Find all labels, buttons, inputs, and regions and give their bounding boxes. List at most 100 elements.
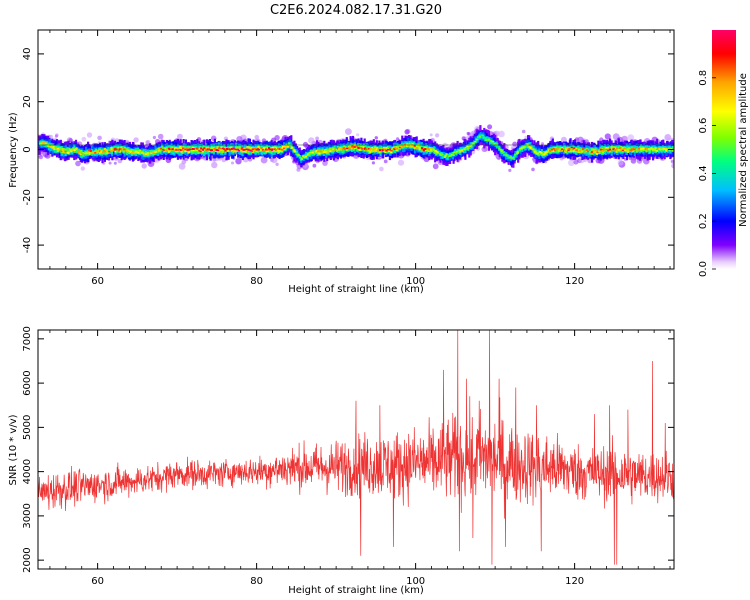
spectral-cell (536, 152, 539, 155)
spectral-cell (236, 148, 239, 151)
spectral-cell (484, 136, 487, 142)
spectral-cell (434, 133, 439, 138)
spectral-cell (105, 149, 108, 151)
spectral-cell (75, 148, 78, 151)
spectral-cell (297, 154, 300, 156)
spectral-cell (514, 154, 517, 156)
spectral-cell (498, 130, 505, 138)
spectral-cell (484, 137, 487, 139)
spectral-cell (88, 151, 91, 153)
spectral-cell (81, 153, 85, 157)
spectral-cell (40, 142, 43, 145)
spectral-cell (459, 151, 462, 153)
spectral-cell (481, 134, 484, 137)
spectral-cell (516, 152, 519, 155)
spectral-cell (541, 142, 544, 146)
spectral-cell (203, 147, 206, 150)
spectral-cell (429, 133, 433, 137)
spectral-cell (71, 148, 74, 151)
spectral-cell (379, 149, 382, 152)
spectral-cell (512, 157, 515, 159)
spectral-cell (468, 144, 471, 149)
spectral-cell (412, 146, 415, 148)
spectral-cell (433, 150, 436, 154)
spectral-cell (188, 148, 191, 151)
spectral-cell (157, 133, 164, 140)
spectral-cell (146, 152, 149, 155)
spectral-cell (115, 148, 118, 151)
spectral-cell (636, 148, 639, 153)
spectral-cell (612, 145, 615, 151)
spectral-cell (257, 149, 260, 151)
spectral-cell (308, 154, 311, 156)
spectral-cell (560, 136, 567, 143)
spectral-cell (165, 149, 168, 151)
spectral-cell (291, 146, 294, 149)
spectral-cell (400, 145, 403, 148)
spectral-cell (225, 147, 229, 150)
spectral-cell (382, 147, 385, 150)
spectral-cell (491, 140, 494, 143)
spectral-cell (321, 150, 324, 153)
spectral-cell (556, 148, 560, 150)
spectral-cell (422, 150, 425, 152)
spectral-cell (38, 154, 43, 160)
spectral-cell (421, 147, 424, 150)
spectral-cell (64, 148, 67, 153)
spectral-cell (568, 159, 575, 167)
spectral-cell (104, 150, 107, 155)
x-tick-label: 60 (91, 276, 104, 287)
spectral-cell (589, 150, 592, 153)
spectral-cell (311, 151, 314, 154)
spectral-cell (406, 144, 409, 147)
spectral-cell (287, 146, 290, 148)
spectral-cell (244, 148, 247, 151)
spectral-cell (436, 151, 439, 154)
spectral-cell (666, 137, 670, 141)
spectral-cell (385, 146, 388, 151)
spectral-cell (89, 150, 92, 152)
spectral-cell (296, 167, 301, 172)
spectral-cell (475, 138, 478, 143)
spectral-cell (672, 149, 674, 151)
spectral-cell (330, 150, 333, 152)
spectral-cell (475, 138, 478, 141)
spectral-cell (223, 148, 226, 151)
spectral-cell (417, 143, 420, 149)
spectral-cell (127, 150, 131, 152)
spectral-cell (625, 150, 629, 152)
spectral-cell (320, 150, 323, 153)
x-tick-label: 100 (406, 276, 425, 287)
spectral-cell (318, 152, 321, 155)
spectral-cell (68, 147, 71, 152)
spectral-cell (615, 148, 618, 153)
spectral-cell (271, 148, 274, 150)
spectral-cell (444, 155, 447, 157)
y-tick-label: 6000 (22, 370, 33, 395)
spectral-cell (383, 159, 388, 164)
spectral-cell (670, 159, 674, 164)
spectral-cell (619, 147, 622, 149)
spectral-cell (242, 149, 245, 151)
spectral-cell (435, 150, 438, 156)
spectral-cell (369, 147, 373, 150)
spectral-cell (222, 147, 225, 150)
spectral-cell (631, 148, 634, 151)
spectral-cell (545, 151, 548, 153)
spectral-cell (73, 148, 76, 151)
spectral-cell (465, 146, 468, 149)
spectral-cell (456, 150, 459, 153)
spectral-cell (173, 149, 176, 151)
spectral-cell (450, 153, 453, 156)
y-tick-label: 2000 (22, 547, 33, 572)
spectral-cell (247, 148, 250, 151)
spectral-cell (394, 147, 397, 149)
spectral-cell (113, 161, 117, 165)
spectral-cell (657, 147, 660, 150)
spectral-cell (57, 149, 60, 151)
spectral-cell (534, 150, 537, 153)
spectral-cell (374, 147, 377, 149)
spectral-cell (205, 149, 208, 151)
spectral-cell (177, 133, 183, 140)
y-tick-label: 0 (22, 146, 33, 152)
